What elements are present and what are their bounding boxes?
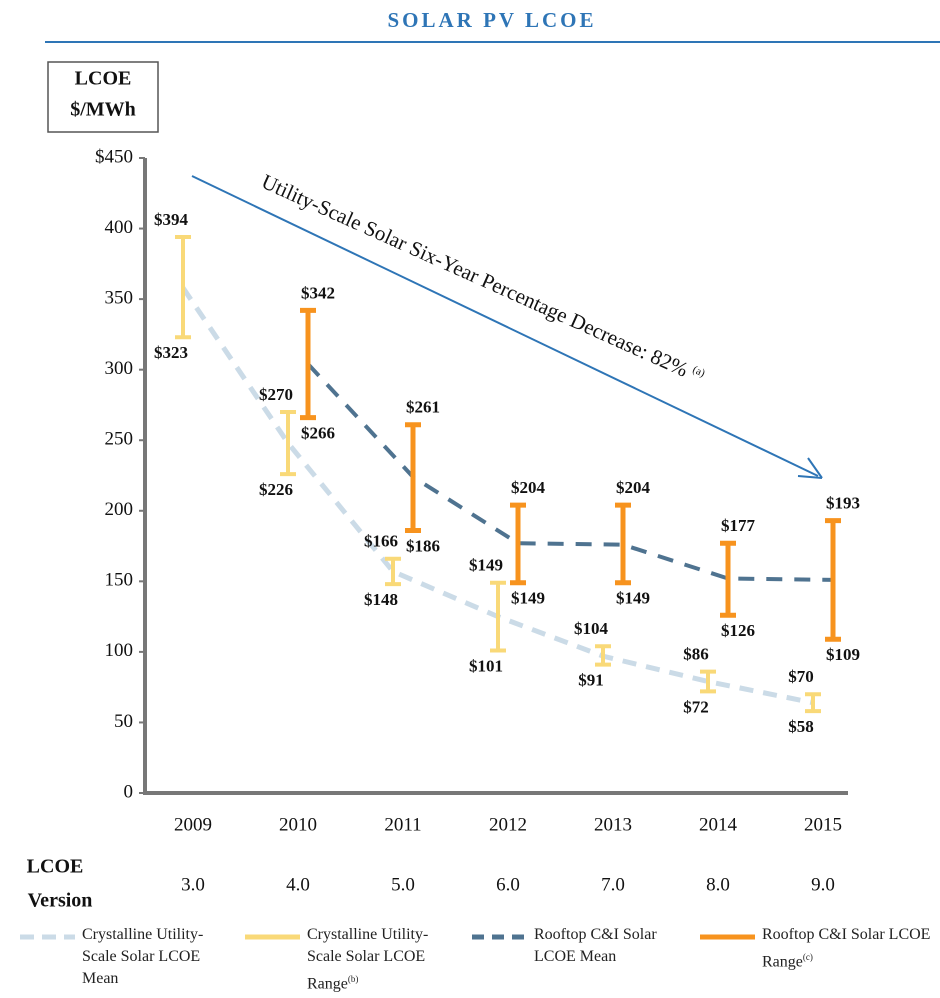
range-bar [300, 307, 316, 421]
x-tick-label: 2013 [594, 814, 632, 835]
range-bar [595, 644, 611, 667]
value-label: $204 [616, 478, 651, 497]
mean-line [306, 362, 834, 582]
value-label: $261 [406, 398, 440, 417]
y-tick-label: 50 [114, 711, 133, 732]
x-tick-label: 2011 [384, 814, 421, 835]
y-tick-label: 400 [105, 217, 134, 238]
value-label: $149 [511, 589, 545, 608]
value-label: $149 [469, 556, 503, 575]
range-bar [405, 422, 421, 534]
value-label: $126 [721, 621, 755, 640]
legend-label: Rooftop C&I Solar LCOE Mean [534, 926, 657, 965]
value-label: $86 [683, 645, 709, 664]
value-label: $266 [301, 424, 335, 443]
range-bar [700, 669, 716, 694]
x-tick-label: 2010 [279, 814, 317, 835]
value-label: $323 [154, 343, 188, 362]
x-tick-label: 2012 [489, 814, 527, 835]
range-bar [825, 518, 841, 642]
range-bar [175, 235, 191, 340]
legend-entry: Crystalline Utility-Scale Solar LCOE Mea… [82, 924, 237, 990]
version-value: 7.0 [601, 874, 625, 895]
version-value: 3.0 [181, 874, 205, 895]
legend-entry: Rooftop C&I Solar LCOE Mean [534, 924, 689, 968]
range-bar [805, 692, 821, 714]
y-tick-label: 200 [105, 499, 134, 520]
chart-title: SOLAR PV LCOE [388, 8, 597, 32]
y-axis-label: LCOE [75, 68, 132, 90]
value-label: $149 [616, 589, 650, 608]
legend-footnote: (b) [347, 974, 359, 984]
x-tick-label: 2009 [174, 814, 212, 835]
value-label: $226 [259, 480, 293, 499]
legend-label: Crystalline Utility-Scale Solar LCOE Ran… [307, 926, 429, 993]
value-label: $177 [721, 516, 756, 535]
legend-label: Rooftop C&I Solar LCOE Range [762, 926, 931, 971]
x-tick-label: 2015 [804, 814, 842, 835]
version-value: 5.0 [391, 874, 415, 895]
value-label: $186 [406, 536, 440, 555]
value-label: $72 [683, 697, 709, 716]
version-value: 8.0 [706, 874, 730, 895]
version-value: 9.0 [811, 874, 835, 895]
legend-footnote: (c) [802, 952, 813, 962]
range-bar [720, 540, 736, 618]
range-bar [510, 502, 526, 586]
value-label: $70 [788, 667, 814, 686]
value-label: $58 [788, 717, 814, 736]
range-bar [385, 556, 401, 587]
version-label: LCOE [27, 856, 84, 878]
legend-entry: Rooftop C&I Solar LCOE Range(c) [762, 924, 940, 973]
value-label: $148 [364, 590, 398, 609]
value-label: $204 [511, 478, 546, 497]
value-label: $193 [826, 494, 860, 513]
annotation: Utility-Scale Solar Six-Year Percentage … [258, 169, 708, 389]
version-value: 6.0 [496, 874, 520, 895]
annotation-arrowhead [797, 457, 823, 479]
value-label: $394 [154, 210, 189, 229]
value-label: $91 [578, 670, 604, 689]
y-tick-label: 300 [105, 358, 134, 379]
y-tick-label: 350 [105, 287, 134, 308]
y-axis-label: $/MWh [70, 99, 136, 121]
y-tick-label: $450 [95, 146, 133, 167]
annotation-arrow [191, 175, 819, 477]
value-label: $342 [301, 283, 335, 302]
version-label: Version [28, 890, 93, 912]
y-tick-label: 0 [124, 781, 134, 802]
x-tick-label: 2014 [699, 814, 738, 835]
range-bar [490, 580, 506, 653]
version-value: 4.0 [286, 874, 310, 895]
range-bar [280, 410, 296, 477]
annotation-text: Utility-Scale Solar Six-Year Percentage … [258, 169, 692, 381]
annotation-footnote: (a) [691, 363, 707, 379]
ylabel-box [47, 61, 159, 133]
value-label: $270 [259, 385, 293, 404]
value-label: $101 [469, 656, 503, 675]
value-label: $109 [826, 645, 860, 664]
y-tick-label: 250 [105, 429, 134, 450]
y-tick-label: 150 [105, 570, 134, 591]
value-label: $104 [574, 619, 609, 638]
legend-entry: Crystalline Utility-Scale Solar LCOE Ran… [307, 924, 462, 995]
legend-label: Crystalline Utility-Scale Solar LCOE Mea… [82, 926, 204, 987]
value-label: $166 [364, 532, 398, 551]
y-tick-label: 100 [105, 640, 134, 661]
range-bar [615, 502, 631, 586]
